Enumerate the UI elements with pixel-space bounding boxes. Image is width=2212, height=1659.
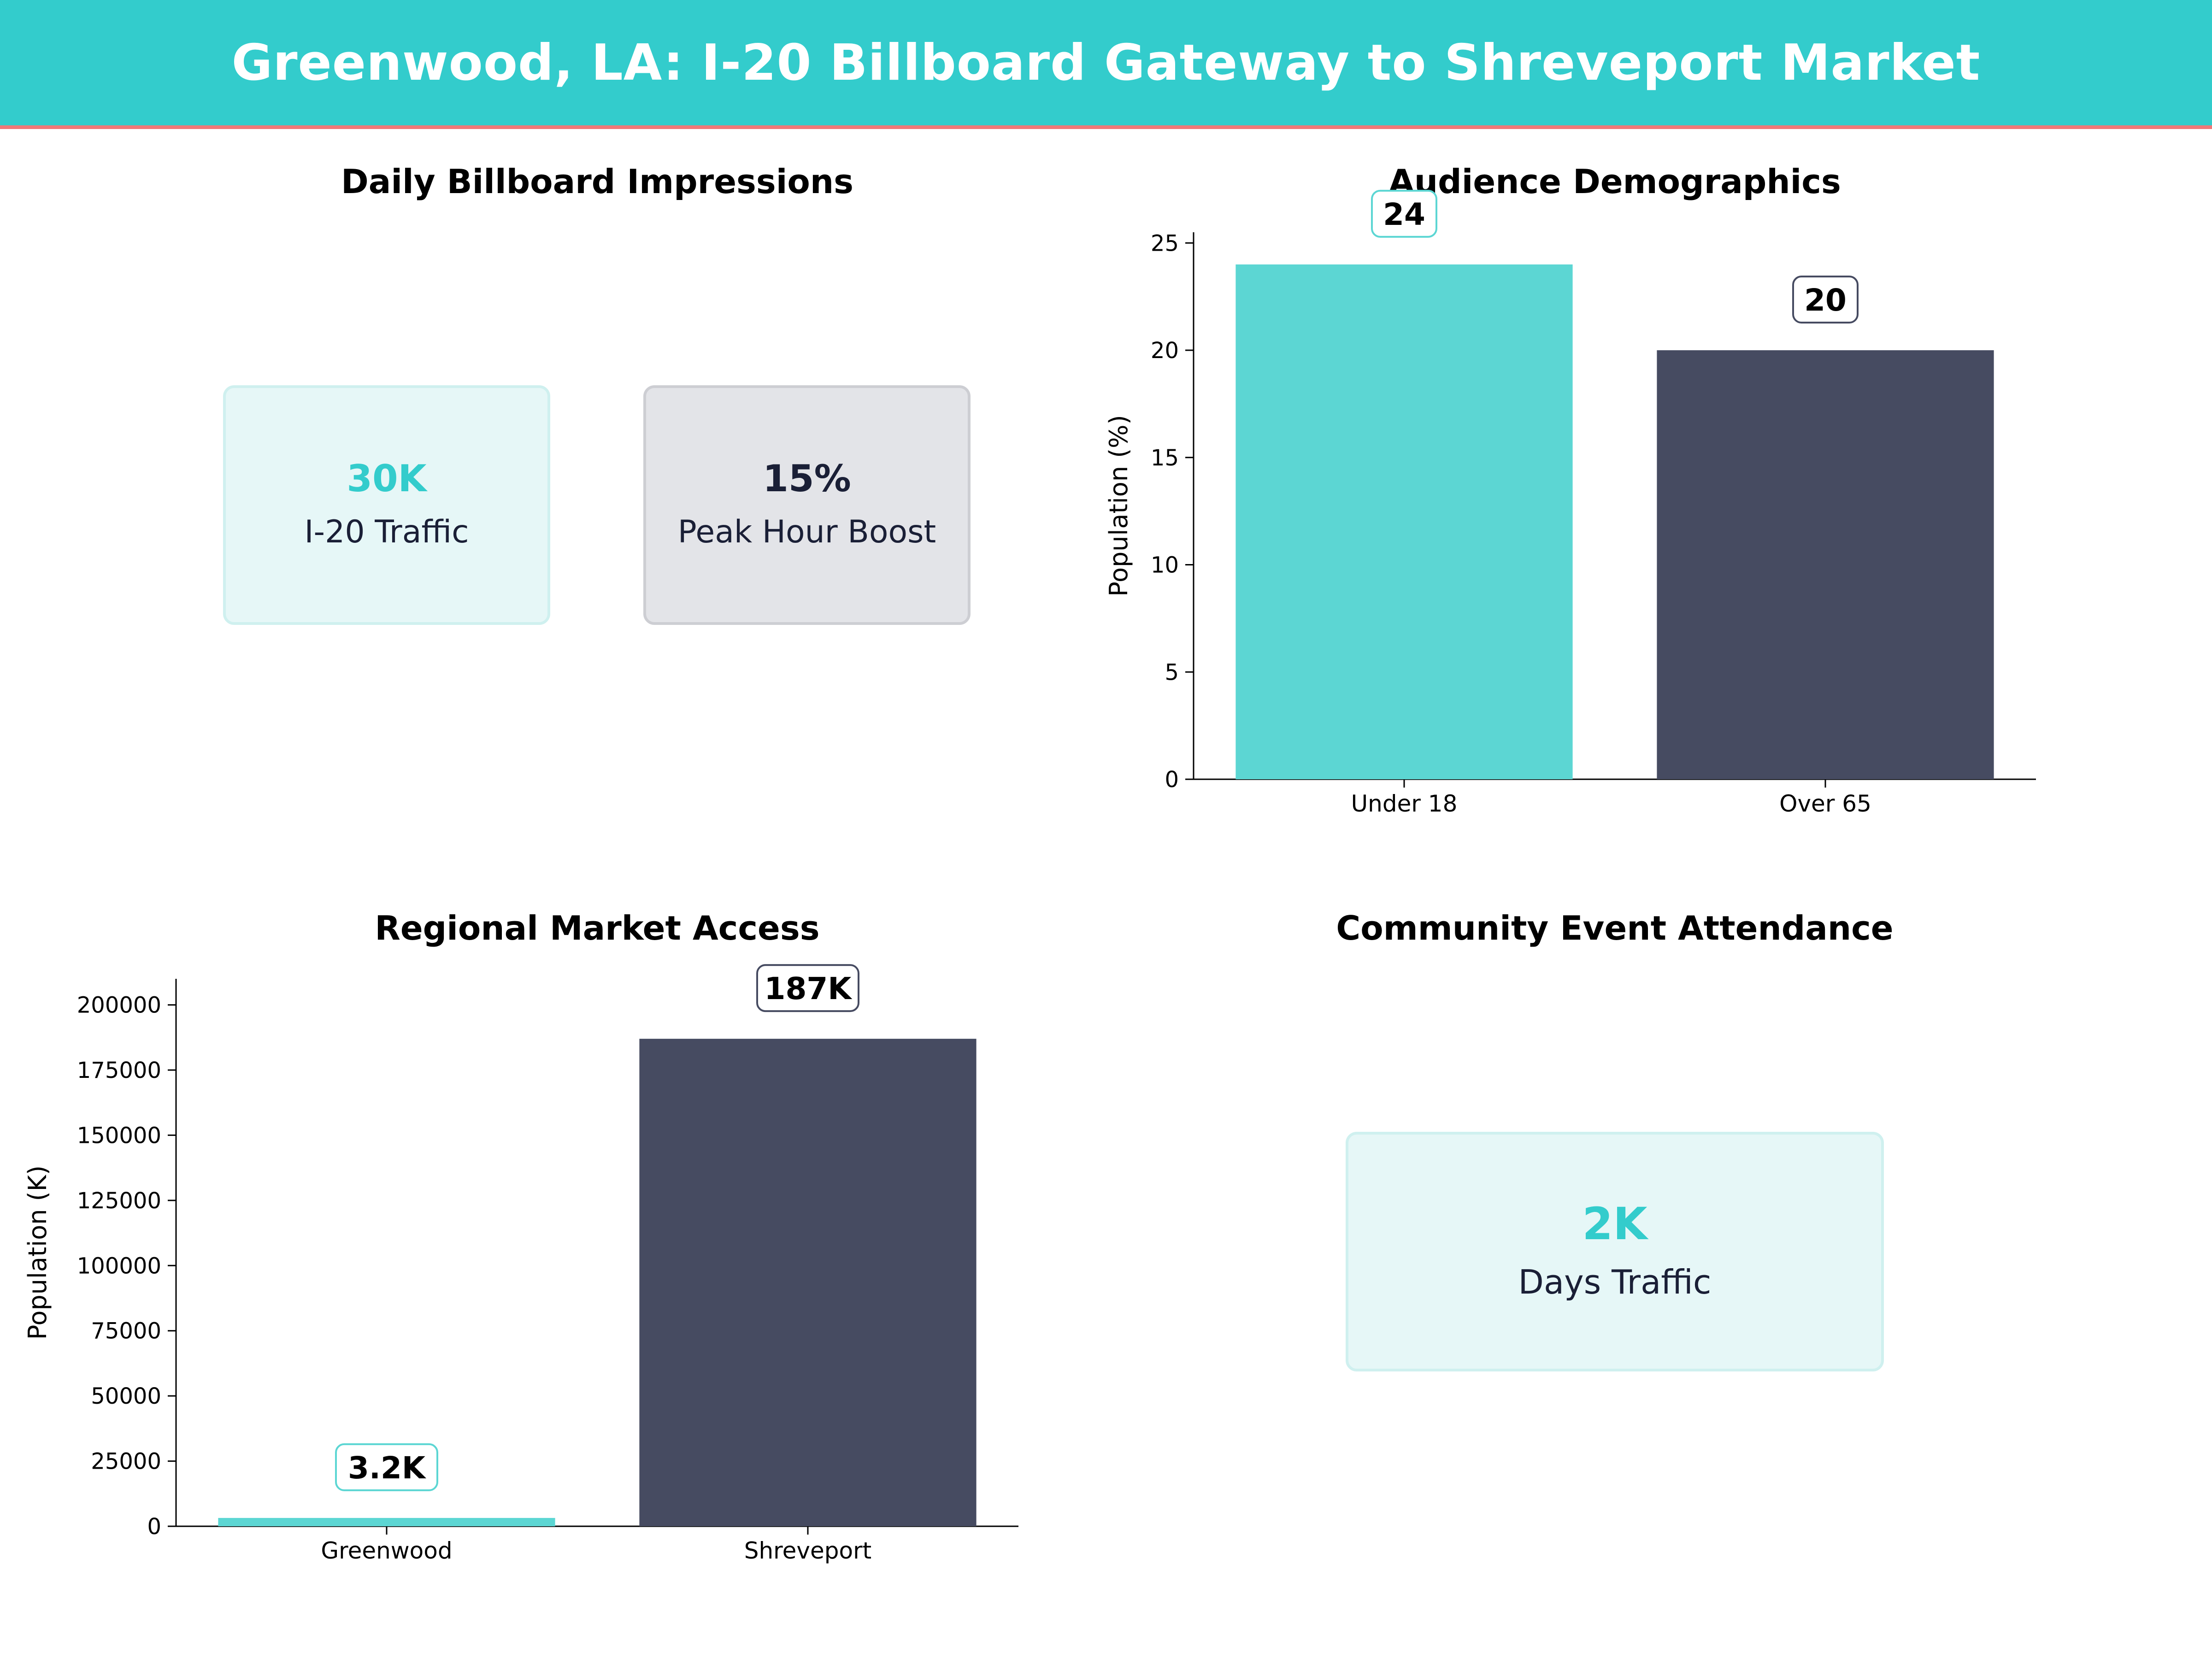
kpi-value-peak: 15%: [763, 457, 851, 500]
data-label: 24: [1383, 197, 1425, 232]
y-axis-label: Population (K): [23, 1165, 52, 1340]
kpi-label-peak: Peak Hour Boost: [677, 513, 936, 550]
y-tick-label: 0: [1165, 767, 1179, 793]
data-label-box: [335, 1443, 438, 1491]
data-label-box: [1371, 189, 1437, 238]
y-tick-label: 0: [147, 1514, 161, 1540]
y-tick-label: 100000: [77, 1253, 161, 1279]
bar: [1235, 264, 1573, 780]
header-banner: Greenwood, LA: I-20 Billboard Gateway to…: [0, 0, 2212, 129]
y-tick-label: 150000: [77, 1123, 161, 1148]
events-title: Community Event Attendance: [1336, 909, 1894, 947]
y-tick-label: 20: [1151, 338, 1179, 364]
y-tick-label: 10: [1151, 553, 1179, 578]
y-tick-label: 125000: [77, 1188, 161, 1214]
x-tick-label: Shreveport: [744, 1537, 872, 1564]
x-tick-label: Under 18: [1351, 790, 1458, 817]
y-tick-label: 50000: [91, 1383, 161, 1409]
kpi-card-traffic: 30K I-20 Traffic: [223, 385, 550, 625]
page-title: Greenwood, LA: I-20 Billboard Gateway to…: [231, 34, 1981, 92]
kpi-card-days: 2K Days Traffic: [1346, 1132, 1884, 1371]
y-axis-label: Population (%): [1104, 415, 1133, 596]
impressions-title: Daily Billboard Impressions: [341, 162, 853, 201]
y-tick-label: 200000: [77, 993, 161, 1018]
kpi-value-days: 2K: [1582, 1198, 1647, 1250]
kpi-label-days: Days Traffic: [1518, 1263, 1712, 1301]
y-tick-label: 25: [1151, 230, 1179, 256]
y-tick-label: 15: [1151, 445, 1179, 471]
market-title: Regional Market Access: [375, 909, 820, 947]
y-tick-label: 75000: [91, 1318, 161, 1344]
bar: [639, 1039, 977, 1526]
y-tick-label: 25000: [91, 1449, 161, 1475]
y-tick-label: 5: [1165, 659, 1179, 685]
x-tick-label: Greenwood: [321, 1537, 452, 1564]
kpi-label-traffic: I-20 Traffic: [304, 513, 469, 550]
data-label: 3.2K: [348, 1450, 427, 1486]
x-tick-label: Over 65: [1779, 790, 1871, 817]
demographics-title: Audience Demographics: [1388, 162, 1841, 201]
data-label: 20: [1804, 282, 1847, 318]
kpi-value-traffic: 30K: [347, 457, 427, 500]
y-tick-label: 175000: [77, 1058, 161, 1083]
data-label-box: [756, 964, 859, 1012]
data-label-box: [1792, 276, 1859, 324]
bar: [218, 1518, 555, 1526]
bar: [1657, 350, 1994, 779]
kpi-card-peak: 15% Peak Hour Boost: [643, 385, 971, 625]
data-label: 187K: [765, 971, 853, 1006]
